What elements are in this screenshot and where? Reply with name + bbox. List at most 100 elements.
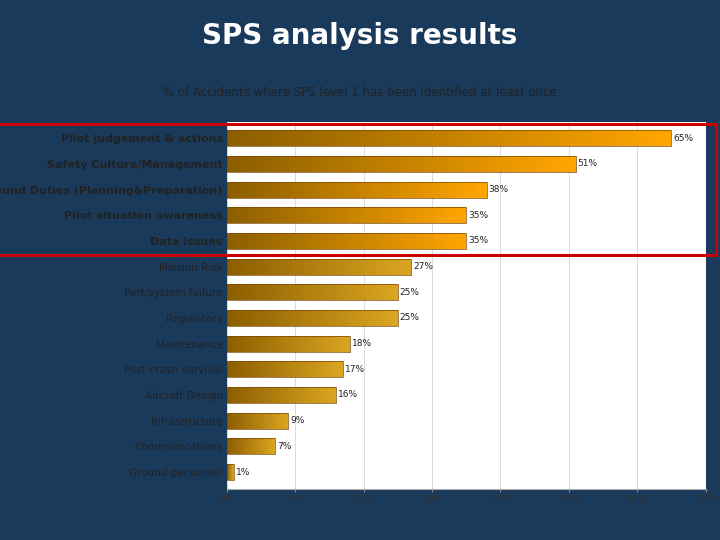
Bar <box>380 181 383 198</box>
Bar <box>340 361 341 377</box>
Bar <box>276 130 280 146</box>
Bar <box>386 310 387 326</box>
Bar <box>301 207 303 223</box>
Bar <box>326 387 328 403</box>
Bar <box>344 207 346 223</box>
Bar <box>286 387 287 403</box>
Bar <box>280 284 282 300</box>
Bar <box>411 233 413 249</box>
Bar <box>244 387 246 403</box>
Bar <box>373 259 374 274</box>
Bar <box>386 259 387 274</box>
Bar <box>380 207 382 223</box>
Bar <box>354 181 357 198</box>
Bar <box>351 207 354 223</box>
Bar <box>280 259 282 274</box>
Bar <box>266 181 269 198</box>
Bar <box>294 207 296 223</box>
Bar <box>348 259 351 274</box>
Bar <box>318 233 320 249</box>
Bar <box>228 284 230 300</box>
Bar <box>377 233 380 249</box>
Bar <box>304 284 305 300</box>
Bar <box>415 156 418 172</box>
Bar <box>464 233 467 249</box>
Bar <box>489 130 494 146</box>
Bar <box>386 284 387 300</box>
Bar <box>236 207 239 223</box>
Bar <box>387 207 390 223</box>
Bar <box>405 130 409 146</box>
Bar <box>300 387 301 403</box>
Bar <box>341 336 343 352</box>
Bar <box>440 181 443 198</box>
Bar <box>328 181 330 198</box>
Bar <box>422 156 426 172</box>
Text: EHSAT Dataset: EHSAT Dataset <box>316 125 404 138</box>
Bar <box>313 233 315 249</box>
Bar <box>230 336 232 352</box>
Bar <box>315 361 316 377</box>
Bar <box>231 361 233 377</box>
Bar <box>240 181 243 198</box>
Bar <box>297 181 300 198</box>
Bar <box>312 284 314 300</box>
Bar <box>243 207 246 223</box>
Bar <box>509 156 513 172</box>
Bar <box>316 130 320 146</box>
Bar <box>308 233 310 249</box>
Bar <box>333 310 335 326</box>
Bar <box>354 284 355 300</box>
Bar <box>382 207 384 223</box>
Bar <box>312 361 313 377</box>
Bar <box>253 207 256 223</box>
Bar <box>449 233 452 249</box>
Bar <box>294 233 296 249</box>
Bar <box>246 233 248 249</box>
Bar <box>371 310 372 326</box>
Bar <box>454 156 457 172</box>
Bar <box>400 130 405 146</box>
Bar <box>261 284 263 300</box>
Bar <box>378 130 382 146</box>
Bar <box>387 156 391 172</box>
Bar <box>255 156 258 172</box>
Bar <box>323 387 324 403</box>
Bar <box>333 336 334 352</box>
Bar <box>248 156 251 172</box>
Bar <box>229 361 230 377</box>
Bar <box>380 156 384 172</box>
Bar <box>256 259 258 274</box>
Bar <box>310 361 312 377</box>
Bar <box>538 130 542 146</box>
Bar <box>287 181 289 198</box>
Bar <box>292 259 293 274</box>
Bar <box>244 156 248 172</box>
Bar <box>406 259 408 274</box>
Bar <box>242 310 244 326</box>
Bar <box>369 310 371 326</box>
Bar <box>482 181 484 198</box>
Bar <box>295 259 297 274</box>
Bar <box>367 259 369 274</box>
Bar <box>448 181 450 198</box>
Bar <box>372 310 374 326</box>
Bar <box>292 361 293 377</box>
Bar <box>254 336 255 352</box>
Bar <box>420 233 423 249</box>
Bar <box>456 181 458 198</box>
Bar <box>240 336 242 352</box>
Bar <box>244 310 246 326</box>
Bar <box>390 233 392 249</box>
Bar <box>440 233 442 249</box>
Bar <box>454 207 456 223</box>
Bar <box>384 207 387 223</box>
Bar <box>323 259 325 274</box>
Bar <box>299 310 300 326</box>
Bar <box>275 259 276 274</box>
Bar <box>270 233 272 249</box>
Bar <box>308 207 310 223</box>
Bar <box>251 310 253 326</box>
Bar <box>320 207 323 223</box>
Bar <box>432 181 435 198</box>
